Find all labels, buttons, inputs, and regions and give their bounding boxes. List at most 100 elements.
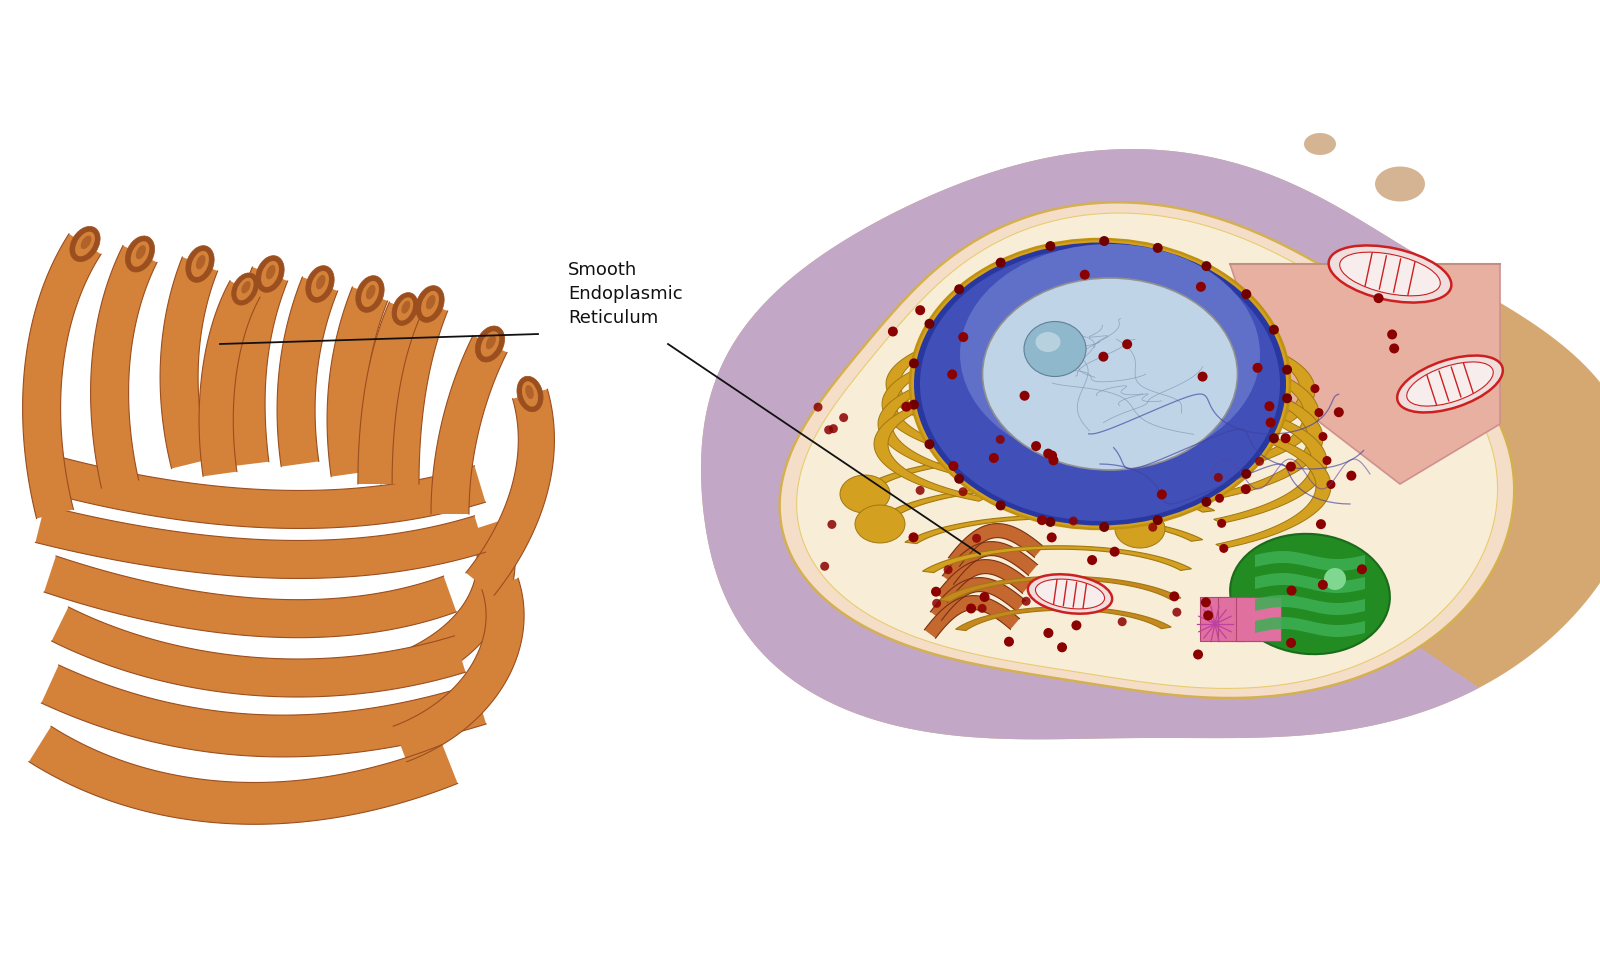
Ellipse shape: [1334, 407, 1344, 417]
Polygon shape: [1213, 401, 1326, 523]
Polygon shape: [411, 519, 515, 681]
Ellipse shape: [475, 326, 504, 362]
Ellipse shape: [1197, 371, 1208, 382]
Polygon shape: [45, 556, 456, 637]
Ellipse shape: [1024, 322, 1086, 377]
Ellipse shape: [1315, 520, 1326, 529]
Polygon shape: [867, 454, 1227, 486]
Ellipse shape: [362, 281, 379, 308]
Polygon shape: [91, 246, 157, 488]
Ellipse shape: [1346, 470, 1357, 481]
Ellipse shape: [813, 403, 822, 412]
Ellipse shape: [966, 603, 976, 613]
Polygon shape: [779, 202, 1514, 698]
Ellipse shape: [1149, 522, 1157, 532]
Ellipse shape: [838, 414, 848, 422]
Ellipse shape: [1022, 597, 1030, 605]
Polygon shape: [925, 596, 1019, 638]
Ellipse shape: [80, 235, 91, 249]
Ellipse shape: [256, 255, 285, 292]
Ellipse shape: [995, 500, 1006, 510]
Ellipse shape: [1406, 362, 1493, 406]
Polygon shape: [886, 330, 994, 439]
Ellipse shape: [840, 475, 890, 513]
Polygon shape: [1254, 551, 1365, 571]
Ellipse shape: [915, 486, 925, 495]
Ellipse shape: [1037, 515, 1046, 525]
Ellipse shape: [1043, 448, 1053, 459]
Ellipse shape: [1099, 236, 1109, 246]
Polygon shape: [936, 560, 1032, 602]
Polygon shape: [886, 485, 1214, 515]
Ellipse shape: [186, 246, 214, 282]
Polygon shape: [906, 515, 1203, 544]
Ellipse shape: [1426, 354, 1454, 374]
Ellipse shape: [1218, 396, 1226, 405]
Ellipse shape: [1254, 457, 1264, 466]
Ellipse shape: [910, 239, 1290, 529]
Polygon shape: [797, 213, 1498, 688]
Ellipse shape: [995, 435, 1005, 444]
Polygon shape: [466, 389, 555, 595]
Ellipse shape: [1072, 621, 1082, 630]
Ellipse shape: [901, 402, 912, 412]
Ellipse shape: [1318, 579, 1328, 590]
Ellipse shape: [954, 284, 965, 294]
Ellipse shape: [1043, 628, 1053, 638]
Ellipse shape: [1389, 343, 1398, 354]
Ellipse shape: [1098, 352, 1109, 362]
Ellipse shape: [1374, 167, 1426, 201]
Ellipse shape: [261, 261, 278, 287]
Ellipse shape: [1242, 469, 1251, 479]
Ellipse shape: [909, 359, 918, 368]
Polygon shape: [394, 578, 525, 762]
Polygon shape: [942, 542, 1037, 584]
Ellipse shape: [1253, 362, 1262, 373]
Ellipse shape: [1219, 544, 1229, 553]
Ellipse shape: [1242, 289, 1251, 299]
Ellipse shape: [1019, 390, 1029, 401]
Ellipse shape: [933, 599, 941, 608]
Ellipse shape: [1328, 246, 1451, 303]
Polygon shape: [1211, 378, 1323, 498]
Ellipse shape: [1048, 455, 1059, 466]
Ellipse shape: [1214, 373, 1224, 383]
Polygon shape: [1235, 597, 1282, 641]
Ellipse shape: [190, 251, 210, 277]
Ellipse shape: [480, 332, 499, 357]
Ellipse shape: [1170, 591, 1179, 602]
Ellipse shape: [1211, 443, 1219, 452]
Ellipse shape: [75, 231, 94, 256]
Ellipse shape: [1046, 450, 1058, 461]
Ellipse shape: [1122, 339, 1133, 349]
Ellipse shape: [925, 319, 934, 329]
Ellipse shape: [392, 293, 418, 326]
Ellipse shape: [1339, 253, 1440, 296]
Ellipse shape: [1021, 549, 1240, 679]
Ellipse shape: [426, 295, 435, 309]
Ellipse shape: [232, 273, 258, 305]
Polygon shape: [1254, 573, 1365, 593]
Ellipse shape: [1035, 332, 1061, 352]
Ellipse shape: [1045, 517, 1056, 527]
Ellipse shape: [1173, 607, 1181, 617]
Ellipse shape: [1027, 575, 1112, 614]
Ellipse shape: [982, 278, 1237, 470]
Polygon shape: [1210, 355, 1318, 473]
Ellipse shape: [1280, 433, 1291, 443]
Ellipse shape: [1194, 650, 1203, 659]
Polygon shape: [358, 302, 421, 484]
Polygon shape: [22, 234, 101, 519]
Ellipse shape: [242, 281, 251, 293]
Ellipse shape: [1326, 480, 1336, 489]
Ellipse shape: [973, 534, 981, 543]
Ellipse shape: [1030, 442, 1042, 451]
Ellipse shape: [1219, 419, 1229, 428]
Polygon shape: [1254, 617, 1365, 637]
Polygon shape: [51, 607, 466, 697]
Ellipse shape: [914, 243, 1286, 525]
Ellipse shape: [829, 424, 838, 433]
Ellipse shape: [70, 227, 101, 261]
Ellipse shape: [978, 603, 987, 613]
Polygon shape: [878, 368, 989, 480]
